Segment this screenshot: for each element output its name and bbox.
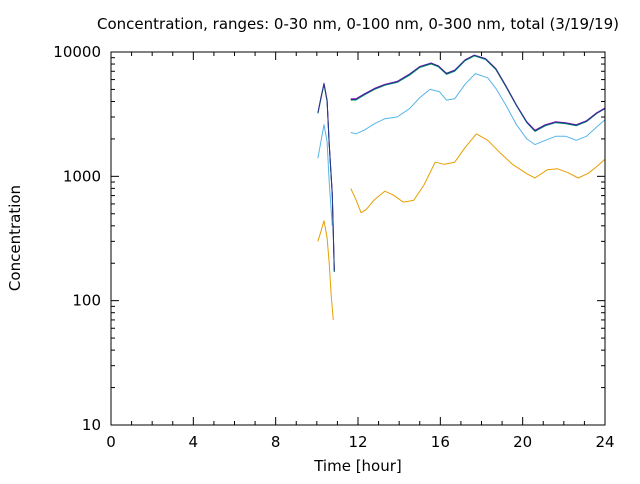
series-line-4 — [317, 82, 335, 271]
x-tick-label: 24 — [595, 433, 614, 451]
x-tick-label: 0 — [106, 433, 116, 451]
series-line-3 — [350, 55, 606, 132]
series-line-2 — [350, 73, 606, 146]
x-tick-label: 8 — [271, 433, 281, 451]
series-line-5 — [317, 83, 335, 272]
series-line-1 — [317, 220, 334, 320]
chart-title: Concentration, ranges: 0-30 nm, 0-100 nm… — [97, 15, 619, 33]
series-line-2 — [317, 124, 333, 226]
series-line-5 — [350, 54, 606, 132]
y-tick-label: 1000 — [63, 167, 101, 185]
x-axis-label: Time [hour] — [313, 457, 402, 475]
x-tick-label: 20 — [513, 433, 532, 451]
plot-series — [317, 54, 606, 320]
plot-frame — [110, 51, 606, 426]
x-tick-label: 12 — [348, 433, 367, 451]
x-tick-label: 4 — [189, 433, 199, 451]
series-line-3 — [317, 83, 335, 273]
series-line-1 — [350, 133, 606, 214]
y-tick-label: 10 — [82, 416, 101, 434]
y-tick-label: 10000 — [53, 43, 101, 61]
series-line-4 — [350, 54, 606, 131]
y-tick-label: 100 — [72, 292, 101, 310]
x-tick-label: 16 — [431, 433, 450, 451]
y-axis-label: Concentration — [6, 185, 24, 291]
